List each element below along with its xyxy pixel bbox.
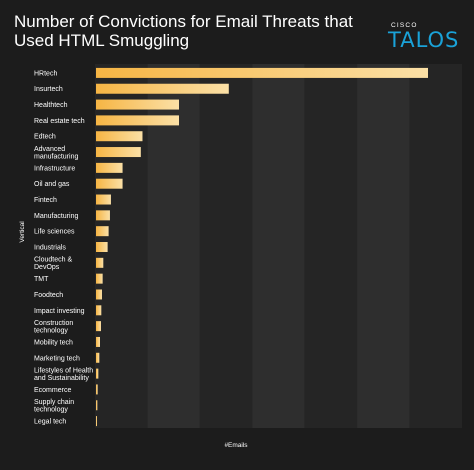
category-tick-label: Construction technology: [34, 320, 73, 335]
x-axis-label: #Emails: [224, 442, 248, 449]
bar: [96, 273, 103, 284]
category-tick-label: TMT: [34, 276, 49, 283]
grid-band: [199, 64, 253, 428]
y-axis-label: Vertical: [19, 221, 26, 243]
bars: [96, 67, 428, 427]
bar: [96, 147, 141, 158]
chart-title: Number of Convictions for Email Threats …: [14, 12, 353, 50]
bar: [96, 305, 102, 316]
category-tick-label: Cloudtech & DevOps: [34, 257, 72, 272]
bar: [96, 368, 99, 379]
grid-band: [409, 64, 462, 428]
category-tick-label: Supply chain technology: [34, 399, 74, 414]
category-tick-label: Lifestyles of Health and Sustainability: [34, 367, 93, 382]
category-labels: HRtech Insurtech Healthtech Real estate tec…: [34, 70, 93, 425]
grid-band: [252, 64, 305, 428]
bar: [96, 242, 108, 252]
category-tick-label: Ecommerce: [34, 387, 71, 394]
category-tick-label: Insurtech: [34, 86, 63, 93]
category-tick-label: Infrastructure: [34, 165, 75, 172]
bar: [96, 336, 100, 347]
category-tick-label: Life sciences: [34, 229, 75, 236]
bar: [96, 257, 104, 268]
category-tick-label: Impact investing: [34, 308, 85, 315]
bar: [96, 384, 98, 395]
bar: [96, 194, 111, 205]
talos-logo: CISCO TALOS: [386, 22, 466, 52]
category-tick-label: Mobility tech: [34, 339, 73, 346]
bar: [96, 67, 428, 78]
category-tick-label: Marketing tech: [34, 355, 80, 362]
bar: [96, 226, 109, 237]
grid-bands: [95, 64, 462, 428]
category-tick-label: Legal tech: [34, 419, 66, 426]
category-tick-label: Industrials: [34, 245, 66, 252]
bar: [96, 352, 100, 363]
bar: [96, 115, 179, 126]
bar: [96, 289, 102, 300]
bar: [96, 416, 97, 427]
category-tick-label: Edtech: [34, 134, 56, 141]
category-tick-label: HRtech: [34, 70, 57, 77]
bar: [96, 162, 123, 173]
category-tick-label: Advanced manufacturing: [34, 146, 78, 161]
category-tick-label: Oil and gas: [34, 181, 70, 188]
bar: [96, 99, 179, 110]
category-tick-label: Foodtech: [34, 292, 63, 299]
grid-band: [357, 64, 410, 428]
bar: [96, 178, 123, 189]
category-tick-label: Real estate tech: [34, 118, 85, 125]
grid-band: [304, 64, 358, 428]
logo-cisco-text: CISCO: [391, 22, 418, 29]
bar: [96, 321, 101, 332]
bar: [96, 400, 98, 411]
bar: [96, 210, 110, 221]
bar: [96, 131, 143, 142]
category-tick-label: Healthtech: [34, 102, 68, 109]
category-tick-label: Fintech: [34, 197, 57, 204]
logo-talos-text: TALOS: [388, 28, 460, 52]
category-tick-label: Manufacturing: [34, 213, 78, 220]
bar: [96, 83, 229, 94]
